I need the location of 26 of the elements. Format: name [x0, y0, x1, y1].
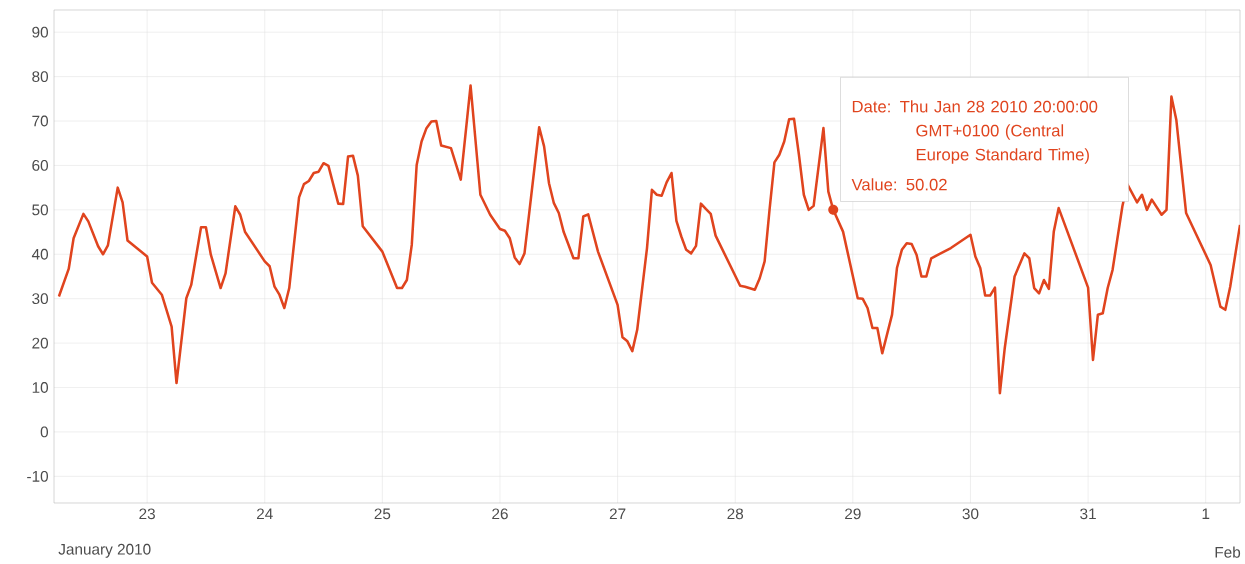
x-tick-label: 26	[492, 508, 508, 520]
x-tick-label: 30	[962, 508, 979, 520]
y-tick-label: -10	[27, 470, 49, 482]
y-tick-label: 40	[31, 248, 49, 260]
y-tick-label: 30	[32, 293, 49, 305]
y-tick-label: 20	[32, 337, 49, 349]
x-tick-label: 25	[374, 508, 391, 520]
x-tick-label: 24	[256, 508, 273, 520]
x-tick-label: 23	[139, 508, 155, 520]
annotation: Date: Thu Jan 28 2010 20:00:00 GMT+0100 (Central Europe Standard Time)	[852, 100, 1098, 164]
line-series	[57, 84, 1241, 395]
y-tick-label: 80	[32, 71, 49, 83]
y-tick-label: 0	[40, 426, 49, 438]
y-tick-label: 60	[32, 160, 49, 171]
x-tick-label: 27	[609, 508, 626, 520]
y-tick-label: 10	[32, 382, 49, 393]
x-tick-label: 1	[1202, 508, 1210, 519]
annotation: Value: 50.02	[851, 178, 947, 191]
y-tick-label: 70	[32, 115, 49, 127]
y-tick-label: 50	[32, 204, 49, 216]
text: January 2010	[58, 543, 151, 558]
x-tick-label: 28	[727, 508, 744, 520]
y-tick-label: 90	[32, 26, 49, 38]
x-tick-label: 31	[1080, 508, 1096, 520]
x-tick-label: 29	[845, 508, 861, 520]
text: Feb	[1215, 546, 1241, 558]
